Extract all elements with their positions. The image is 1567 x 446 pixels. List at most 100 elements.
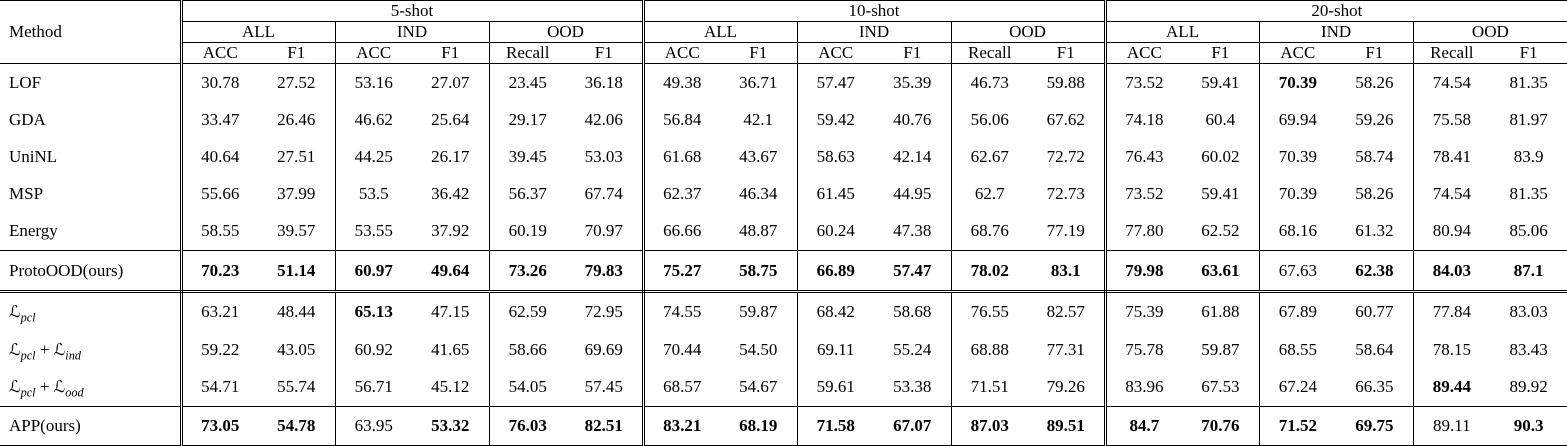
group-header-5shot: 5-shot	[181, 0, 645, 22]
value-cell: 47.15	[412, 291, 490, 332]
value-cell: 60.02	[1182, 138, 1260, 176]
value-cell: 35.39	[874, 63, 952, 102]
group-header-10shot: 10-shot	[643, 0, 1107, 22]
value-cell: 66.66	[643, 212, 720, 252]
value-cell: 63.61	[1182, 250, 1260, 294]
value-cell: 71.51	[951, 368, 1028, 407]
value-cell: 68.19	[720, 406, 798, 446]
method-subscript: pcl	[20, 348, 36, 363]
value-cell: 63.95	[335, 406, 412, 446]
value-cell: 69.11	[816, 339, 855, 359]
value-cell: 53.32	[412, 406, 490, 446]
value-cell: 77.19	[1028, 212, 1107, 252]
method-subscript: ind	[65, 348, 81, 363]
value-cell: 72.72	[1028, 138, 1107, 176]
value-cell: 68.42	[816, 302, 855, 322]
value-cell: 56.37	[508, 184, 547, 204]
value-cell: 89.11	[1413, 406, 1491, 446]
value-cell: 68.16	[1259, 212, 1337, 252]
value-cell: 54.78	[258, 406, 336, 446]
value-cell: 54.67	[720, 368, 798, 407]
value-cell: 82.57	[1028, 291, 1107, 332]
metric-header-f1: F1	[720, 42, 798, 64]
value-cell: 70.39	[1278, 147, 1317, 167]
subgroup-header-ood: OOD	[951, 21, 1107, 43]
value-cell: 89.92	[1490, 368, 1567, 407]
method-cell: ProtoOOD(ours)	[0, 250, 183, 294]
value-cell: 47.38	[874, 212, 952, 252]
value-cell: 59.41	[1182, 175, 1260, 213]
value-cell: 71.58	[797, 406, 874, 446]
table-row: ℒpcl 63.21 48.44 65.13 47.15 62.59 72.95 74.55 5…	[0, 291, 1567, 332]
value-cell: 58.26	[1336, 175, 1414, 213]
table-row: MSP 55.66 37.99 53.5 36.42 56.37 67.74 62.37 46.…	[0, 175, 1567, 213]
value-cell: 87.03	[951, 406, 1028, 446]
method-cell: MSP	[0, 175, 183, 213]
value-cell: 58.63	[816, 147, 855, 167]
value-cell: 67.62	[1028, 101, 1107, 139]
value-cell: 36.18	[566, 63, 645, 102]
method-cell: ℒpcl + ℒood	[0, 368, 183, 407]
value-cell: 55.74	[258, 368, 336, 407]
value-cell: 76.43	[1125, 147, 1164, 167]
value-cell: 48.87	[720, 212, 798, 252]
value-cell: 48.44	[258, 291, 336, 332]
value-cell: 58.75	[720, 250, 798, 294]
value-cell: 36.71	[720, 63, 798, 102]
method-cell: APP(ours)	[0, 406, 183, 446]
metric-header-f1: F1	[1182, 42, 1260, 64]
value-cell: 81.35	[1509, 184, 1548, 204]
value-cell: 58.74	[1336, 138, 1414, 176]
subgroup-header-ind: IND	[1259, 21, 1414, 43]
subgroup-header-all: ALL	[643, 21, 798, 43]
value-cell: 37.99	[258, 175, 336, 213]
value-cell: 77.84	[1432, 302, 1471, 322]
value-cell: 79.83	[566, 250, 645, 294]
value-cell: 85.06	[1490, 212, 1567, 252]
value-cell: 26.17	[412, 138, 490, 176]
subgroup-header-ood: OOD	[1413, 21, 1567, 43]
group-header-20shot: 20-shot	[1105, 0, 1567, 22]
value-cell: 73.52	[1125, 72, 1164, 92]
value-cell: 43.67	[720, 138, 798, 176]
math-script-l: ℒ	[53, 339, 66, 359]
value-cell: 67.74	[566, 175, 645, 213]
value-cell: 81.35	[1509, 72, 1548, 92]
value-cell: 63.21	[201, 302, 240, 322]
metric-header-acc: ACC	[181, 42, 258, 64]
value-cell: 62.37	[663, 184, 702, 204]
value-cell: 39.57	[258, 212, 336, 252]
metric-header-acc: ACC	[797, 42, 874, 64]
value-cell: 57.47	[874, 250, 952, 294]
value-cell: 53.16	[354, 72, 393, 92]
value-cell: 80.94	[1413, 212, 1491, 252]
value-cell: 46.34	[720, 175, 798, 213]
value-cell: 56.84	[663, 110, 702, 130]
method-cell: UniNL	[0, 138, 183, 176]
value-cell: 36.42	[412, 175, 490, 213]
subgroup-header-ind: IND	[335, 21, 490, 43]
value-cell: 26.46	[258, 101, 336, 139]
value-cell: 57.47	[816, 72, 855, 92]
value-cell: 67.07	[874, 406, 952, 446]
value-cell: 25.64	[412, 101, 490, 139]
value-cell: 56.71	[335, 368, 412, 407]
value-cell: 68.88	[970, 339, 1009, 359]
value-cell: 54.05	[489, 368, 566, 407]
value-cell: 75.58	[1432, 110, 1471, 130]
value-cell: 57.45	[566, 368, 645, 407]
value-cell: 44.95	[874, 175, 952, 213]
value-cell: 53.55	[335, 212, 412, 252]
value-cell: 81.97	[1509, 110, 1548, 130]
value-cell: 70.97	[566, 212, 645, 252]
value-cell: 53.03	[566, 138, 645, 176]
value-cell: 73.05	[181, 406, 258, 446]
value-cell: 70.44	[663, 339, 702, 359]
value-cell: 61.32	[1336, 212, 1414, 252]
table-row: UniNL 40.64 27.51 44.25 26.17 39.45 53.03 61.68…	[0, 138, 1567, 176]
method-subscript: ood	[65, 385, 84, 400]
value-cell: 49.64	[412, 250, 490, 294]
value-cell: 83.9	[1513, 147, 1544, 167]
value-cell: 65.13	[354, 302, 393, 322]
